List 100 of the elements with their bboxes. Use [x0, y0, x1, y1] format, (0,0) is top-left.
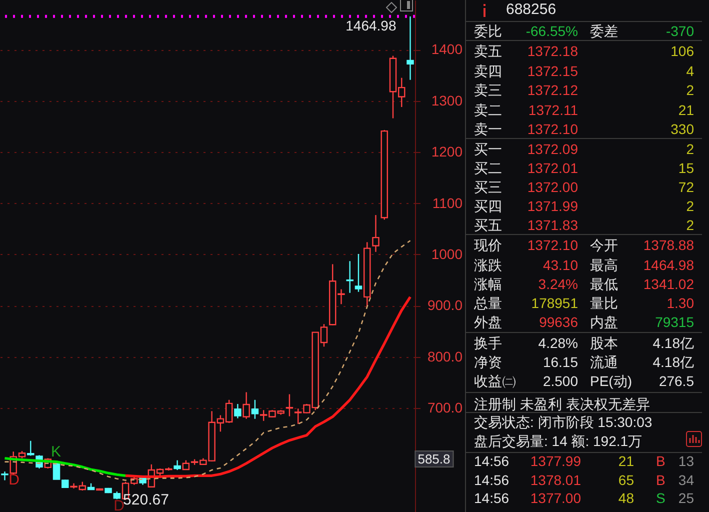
text: 65: [618, 472, 634, 488]
text: 14:56: [474, 472, 510, 488]
text: 1372.15: [527, 63, 578, 79]
text: B: [656, 453, 666, 469]
text: 1371.99: [527, 198, 578, 214]
text: 买一: [474, 141, 502, 157]
text: 1.30: [666, 295, 694, 311]
candlestick: [354, 253, 362, 292]
text: 买二: [474, 160, 502, 176]
text: PE(动): [590, 373, 632, 389]
text: 量比: [590, 295, 618, 311]
text: 2: [686, 198, 694, 214]
annotation: D: [8, 472, 20, 488]
text: 委差: [590, 23, 618, 39]
text: 43.10: [542, 257, 578, 273]
y-tick-label: 1200: [431, 144, 463, 160]
text: B: [656, 472, 666, 488]
text: 2.500: [542, 373, 578, 389]
text: 卖四: [474, 63, 502, 79]
text: 1371.83: [527, 217, 578, 233]
text: 2: [686, 82, 694, 98]
text: 178951: [531, 295, 578, 311]
text: 3.24%: [538, 276, 578, 292]
text: 外盘: [474, 314, 502, 330]
text: 1372.00: [527, 179, 578, 195]
text: 内盘: [590, 314, 618, 330]
candlestick: [234, 403, 242, 419]
text: 14:56: [474, 490, 510, 506]
text: 流通: [590, 354, 618, 370]
text: 盘后交易量: 14 额: 192.1万: [474, 433, 642, 449]
text: 34: [678, 472, 694, 488]
y-tick-label: 900.0: [427, 297, 463, 314]
candlestick: [242, 392, 250, 420]
text: 4.18亿: [652, 354, 694, 370]
text: 585.8: [414, 450, 454, 468]
annotation: D: [114, 498, 124, 512]
text: 交易状态: 闭市阶段 15:30:03: [474, 414, 652, 430]
y-tick-label: 800.0: [427, 348, 463, 364]
text: 688256: [506, 1, 556, 18]
text: 21: [618, 453, 634, 469]
candlestick: [286, 394, 294, 417]
text: 79315: [655, 314, 694, 330]
text: -66.55%: [526, 23, 578, 39]
text: 1377.00: [530, 490, 581, 506]
text: 1377.99: [530, 453, 581, 469]
candlestick: [346, 260, 354, 294]
candlestick: [406, 16, 414, 80]
text: 15: [678, 160, 694, 176]
text: 4.18亿: [652, 335, 694, 351]
text: 25: [678, 490, 694, 506]
text: 1378.88: [643, 237, 694, 253]
text: 1464.98: [643, 257, 694, 273]
text: 股本: [590, 335, 618, 351]
text: 4: [686, 63, 694, 79]
y-tick-label: 700.0: [427, 400, 463, 416]
text: 涨幅: [474, 276, 502, 292]
text: 1372.10: [527, 121, 578, 137]
text: 21: [678, 102, 694, 118]
text: 1372.01: [527, 160, 578, 176]
text: 最高: [590, 257, 618, 273]
text: 净资: [474, 354, 502, 370]
text: 99636: [539, 314, 578, 330]
text: 今开: [590, 237, 618, 253]
text: 现价: [474, 237, 502, 253]
text: 卖一: [474, 121, 502, 137]
text: 涨跌: [474, 257, 502, 273]
text: 最低: [590, 276, 618, 292]
text: 48: [618, 490, 634, 506]
annotation: K: [50, 444, 62, 460]
candlestick: [174, 460, 181, 471]
text: 卖五: [474, 43, 502, 59]
text: 14:56: [474, 453, 510, 469]
text: 卖二: [474, 102, 502, 118]
candlestick: [372, 214, 380, 253]
annotation: 520.67: [123, 492, 169, 508]
text: 4.28%: [538, 335, 578, 351]
y-tick-label: 1000: [431, 246, 463, 262]
candlestick: [251, 399, 259, 420]
text: 收益㈡: [474, 373, 516, 389]
text: 总量: [474, 295, 502, 311]
candlestick: [1, 470, 8, 481]
text: 1372.09: [527, 141, 578, 157]
text: 买三: [474, 179, 502, 195]
text: 1341.02: [643, 276, 694, 292]
text: 买五: [474, 217, 502, 233]
text: 1378.01: [530, 472, 581, 488]
candlestick: [27, 440, 34, 456]
y-tick-label: 1400: [431, 41, 463, 58]
text: 276.5: [658, 373, 694, 389]
text: 72: [678, 179, 694, 195]
text: 换手: [474, 335, 502, 351]
text: 买四: [474, 198, 502, 214]
text: 16.15: [542, 354, 578, 370]
text: -370: [666, 23, 694, 39]
text: 330: [670, 121, 694, 137]
y-tick-label: 1300: [431, 92, 463, 108]
annotation: 1464.98: [346, 17, 396, 34]
text: 1372.10: [527, 237, 578, 253]
text: 1372.12: [527, 82, 578, 98]
text: 卖三: [474, 82, 502, 98]
